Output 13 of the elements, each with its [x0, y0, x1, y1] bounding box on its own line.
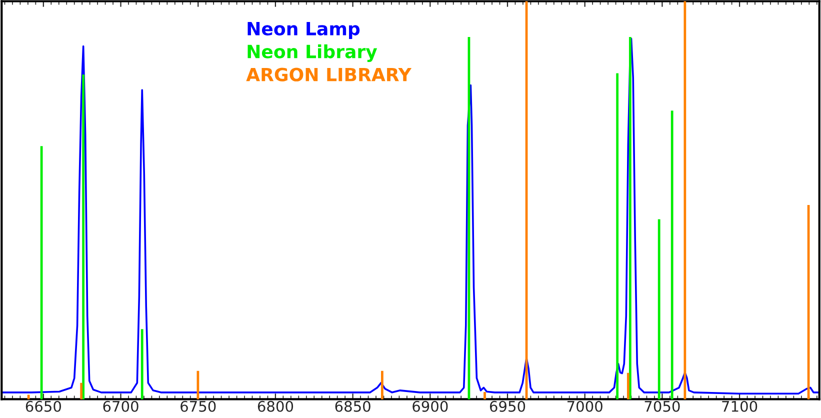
x-tick-label: 6950 [490, 400, 526, 412]
x-tick-label: 6800 [258, 400, 294, 412]
x-tick-label: 6850 [335, 400, 370, 412]
x-tick-label: 6750 [180, 400, 216, 412]
text: Neon Lamp [248, 22, 360, 39]
x-tick-label: 6900 [412, 400, 448, 412]
x-tick-label: 7050 [644, 400, 680, 412]
x-tick-label: 7000 [567, 400, 602, 412]
x-tick-label: 7100 [722, 400, 758, 412]
x-tick-label: 6700 [103, 400, 138, 412]
x-tick-label: 6650 [26, 400, 61, 412]
text: ARGON LIBRARY [246, 68, 412, 82]
text: Neon Library [248, 44, 378, 62]
